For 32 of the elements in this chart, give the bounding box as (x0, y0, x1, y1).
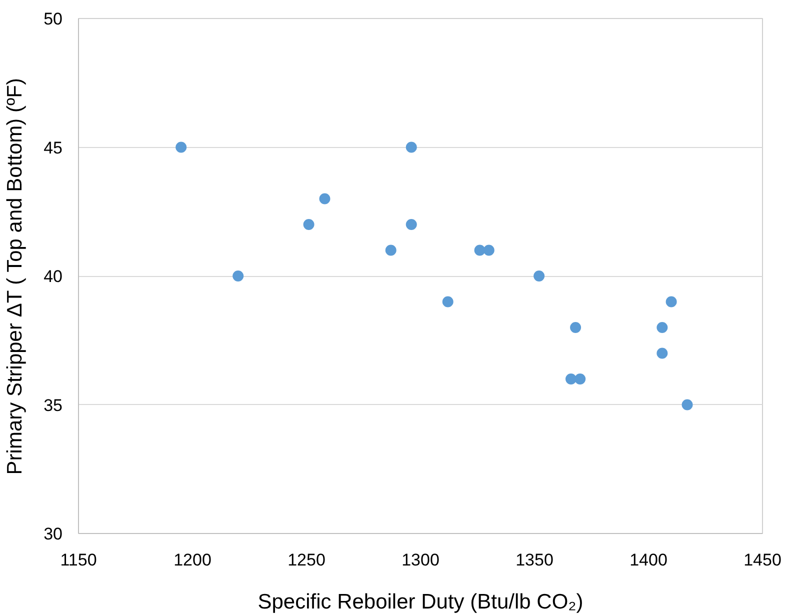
point (232, 270, 244, 282)
point (565, 374, 576, 384)
point (483, 244, 494, 256)
x-tick-label: 1350 (516, 550, 554, 570)
point (406, 142, 417, 153)
point (570, 322, 582, 333)
point (656, 322, 668, 333)
point (442, 296, 454, 308)
y-axis-title: Primary Stripper ΔT ( Top and Bottom) (ºF) (4, 78, 27, 475)
x-axis-title: Specific Reboiler Duty (Btu/lb CO₂) (258, 590, 584, 614)
x-tick-label: 1400 (630, 550, 668, 570)
point (682, 399, 693, 410)
y-tick-label: 30 (44, 524, 63, 544)
x-tick-label: 1450 (744, 550, 782, 570)
x-tick-label: 1150 (60, 550, 97, 570)
point (666, 296, 677, 308)
x-tick-label: 1200 (174, 550, 212, 570)
x-tick-label: 1300 (402, 550, 440, 570)
point (385, 244, 396, 256)
point (406, 219, 417, 230)
x-tick-label: 1250 (288, 550, 326, 570)
point (534, 270, 545, 282)
point (656, 348, 668, 359)
point (574, 374, 586, 384)
y-tick-label: 45 (44, 138, 63, 158)
point (319, 193, 330, 204)
point (474, 244, 486, 256)
point (303, 219, 314, 230)
y-tick-label: 50 (44, 10, 63, 28)
y-tick-label: 35 (44, 396, 63, 415)
y-tick-label: 40 (44, 267, 63, 286)
point (176, 142, 187, 153)
